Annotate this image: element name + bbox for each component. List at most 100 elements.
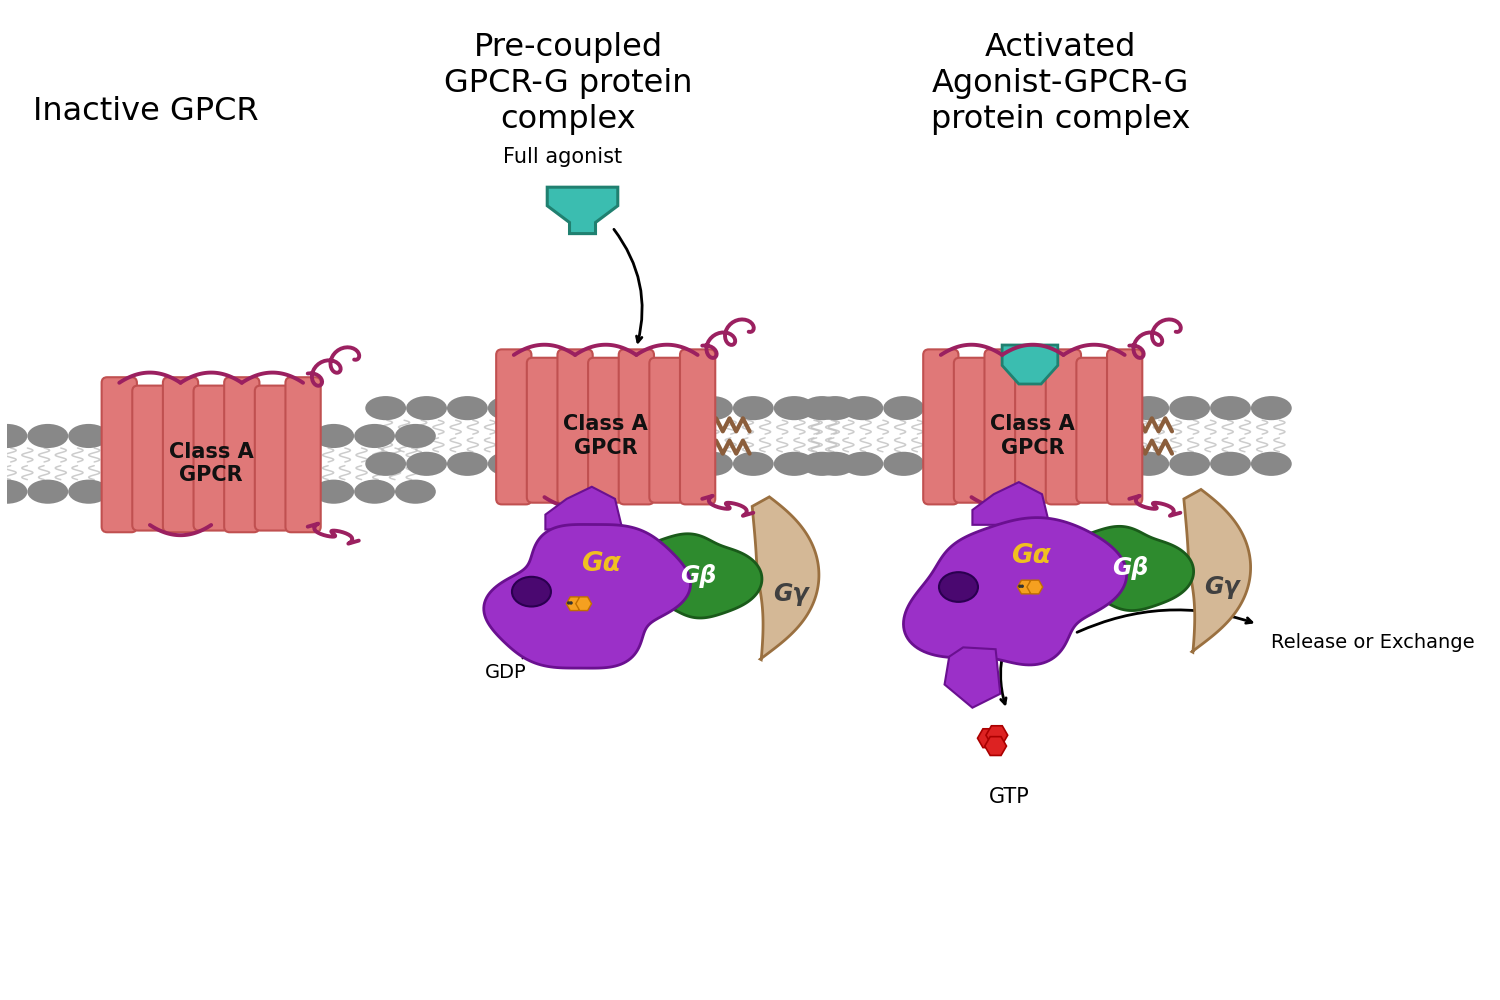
Ellipse shape [1007, 396, 1047, 420]
Text: Gα: Gα [1011, 543, 1052, 569]
Ellipse shape [964, 396, 1006, 420]
Ellipse shape [447, 396, 488, 420]
Ellipse shape [394, 424, 436, 448]
Text: Gβ: Gβ [681, 564, 717, 588]
Ellipse shape [924, 396, 964, 420]
Ellipse shape [1210, 396, 1251, 420]
Ellipse shape [488, 396, 528, 420]
Circle shape [1020, 584, 1025, 588]
FancyBboxPatch shape [224, 377, 260, 532]
FancyBboxPatch shape [1107, 349, 1143, 504]
Ellipse shape [1007, 452, 1047, 476]
Ellipse shape [1088, 396, 1128, 420]
FancyBboxPatch shape [132, 386, 168, 531]
Ellipse shape [488, 452, 528, 476]
Polygon shape [752, 497, 819, 660]
Polygon shape [1017, 580, 1034, 594]
Ellipse shape [801, 396, 843, 420]
Ellipse shape [843, 396, 884, 420]
Ellipse shape [512, 577, 550, 607]
Circle shape [1019, 584, 1022, 588]
Polygon shape [546, 487, 622, 529]
Text: Pre-coupled
GPCR-G protein
complex: Pre-coupled GPCR-G protein complex [444, 32, 693, 135]
Ellipse shape [1088, 452, 1128, 476]
Text: Inactive GPCR: Inactive GPCR [33, 96, 260, 127]
Text: Gβ: Gβ [1112, 556, 1149, 580]
FancyBboxPatch shape [496, 349, 531, 504]
Ellipse shape [528, 452, 570, 476]
Ellipse shape [1047, 452, 1088, 476]
Ellipse shape [570, 452, 610, 476]
Ellipse shape [884, 452, 924, 476]
Ellipse shape [447, 452, 488, 476]
Ellipse shape [651, 452, 692, 476]
Ellipse shape [150, 424, 190, 448]
Ellipse shape [366, 452, 407, 476]
Ellipse shape [150, 480, 190, 504]
Polygon shape [972, 482, 1050, 525]
Text: GDP: GDP [484, 613, 576, 682]
Polygon shape [986, 726, 1008, 745]
FancyBboxPatch shape [255, 386, 290, 531]
Text: GTP: GTP [988, 787, 1030, 807]
Ellipse shape [528, 396, 570, 420]
FancyBboxPatch shape [102, 377, 136, 532]
Ellipse shape [1168, 396, 1210, 420]
Polygon shape [567, 597, 582, 611]
Ellipse shape [190, 424, 231, 448]
Text: Class A
GPCR: Class A GPCR [990, 414, 1076, 458]
Ellipse shape [570, 396, 610, 420]
Polygon shape [1002, 345, 1058, 384]
Circle shape [570, 601, 573, 605]
Ellipse shape [0, 480, 27, 504]
Polygon shape [945, 647, 1000, 708]
Ellipse shape [273, 424, 314, 448]
Polygon shape [903, 518, 1126, 665]
Ellipse shape [231, 424, 273, 448]
Ellipse shape [366, 396, 407, 420]
Polygon shape [1028, 580, 1042, 594]
Polygon shape [986, 737, 1006, 755]
Ellipse shape [774, 396, 814, 420]
Ellipse shape [610, 452, 651, 476]
FancyBboxPatch shape [650, 358, 684, 503]
Ellipse shape [774, 452, 814, 476]
FancyBboxPatch shape [954, 358, 988, 503]
Ellipse shape [394, 480, 436, 504]
Ellipse shape [406, 452, 447, 476]
Ellipse shape [314, 480, 354, 504]
Circle shape [567, 601, 570, 605]
Ellipse shape [964, 452, 1006, 476]
Polygon shape [1058, 526, 1194, 611]
FancyBboxPatch shape [285, 377, 321, 532]
Ellipse shape [1210, 452, 1251, 476]
Ellipse shape [924, 452, 964, 476]
Ellipse shape [1128, 452, 1168, 476]
Text: Full agonist: Full agonist [503, 147, 621, 167]
Text: Gγ: Gγ [772, 582, 808, 606]
Ellipse shape [354, 424, 395, 448]
Ellipse shape [1047, 396, 1088, 420]
Ellipse shape [692, 452, 734, 476]
FancyBboxPatch shape [618, 349, 654, 504]
Ellipse shape [406, 396, 447, 420]
Polygon shape [978, 729, 999, 748]
Ellipse shape [27, 424, 68, 448]
Ellipse shape [843, 452, 884, 476]
Text: Gα: Gα [580, 551, 621, 577]
Ellipse shape [939, 572, 978, 602]
Ellipse shape [68, 424, 110, 448]
Ellipse shape [815, 452, 855, 476]
Ellipse shape [354, 480, 395, 504]
Ellipse shape [110, 480, 150, 504]
Ellipse shape [1251, 396, 1292, 420]
Polygon shape [576, 597, 591, 611]
Ellipse shape [0, 424, 27, 448]
Ellipse shape [273, 480, 314, 504]
FancyBboxPatch shape [558, 349, 592, 504]
Text: Class A
GPCR: Class A GPCR [170, 442, 254, 485]
Ellipse shape [651, 396, 692, 420]
FancyBboxPatch shape [1077, 358, 1112, 503]
Polygon shape [484, 524, 690, 668]
Ellipse shape [734, 452, 774, 476]
